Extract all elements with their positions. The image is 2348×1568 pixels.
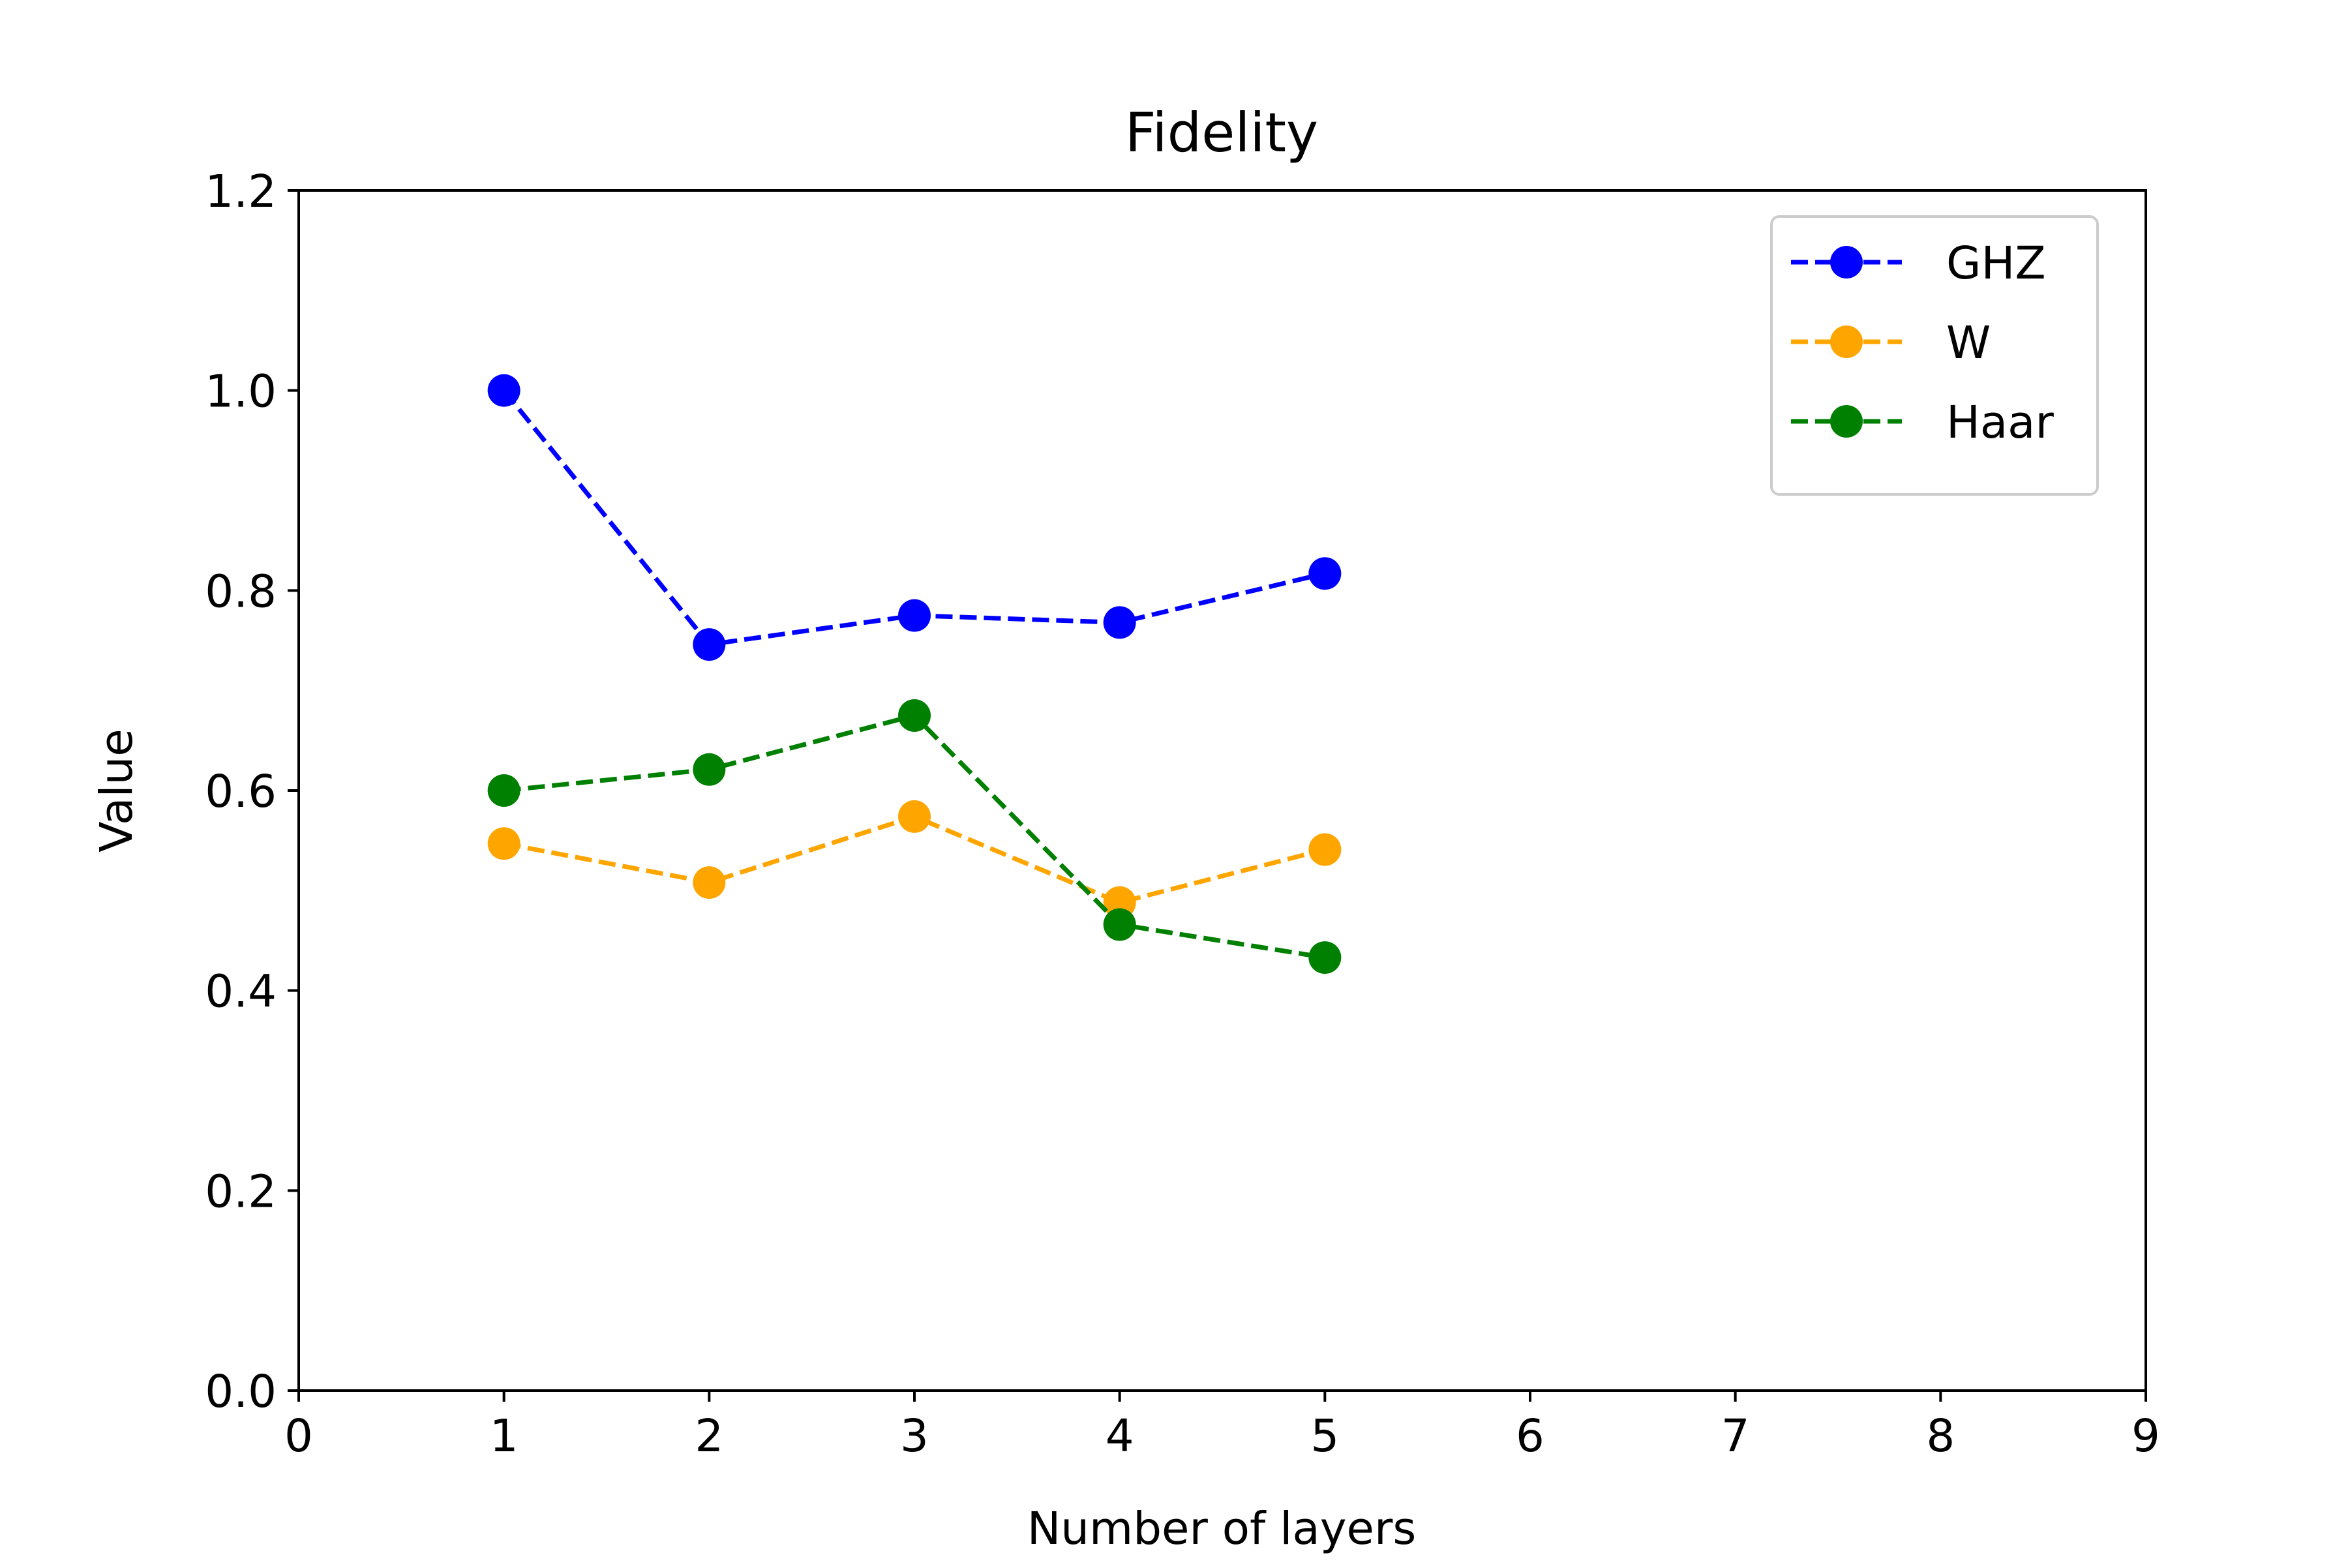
legend-frame <box>1770 215 2099 496</box>
x-tick-label: 7 <box>1721 1410 1750 1462</box>
data-point-ghz <box>693 628 726 661</box>
data-point-w <box>487 827 520 860</box>
data-point-w <box>1308 833 1342 866</box>
legend-marker-ghz <box>1830 246 1863 279</box>
legend-marker-haar <box>1830 405 1863 438</box>
data-point-haar <box>693 753 726 786</box>
data-point-ghz <box>1103 606 1136 639</box>
y-tick-label: 0.8 <box>205 565 277 618</box>
x-tick-label: 6 <box>1516 1410 1544 1462</box>
chart-title: Fidelity <box>1125 101 1318 164</box>
x-tick-label: 1 <box>490 1410 519 1462</box>
plot-area: 0 1 2 3 4 5 6 7 8 9 0.0 0.2 0.4 0.6 0.8 1.0 1.2 <box>205 166 2160 1462</box>
legend-label-w: W <box>1946 317 1991 369</box>
y-tick-label: 1.2 <box>205 166 277 218</box>
y-tick-label: 0.6 <box>205 766 277 818</box>
data-point-haar <box>1308 941 1342 974</box>
data-point-haar <box>1103 908 1136 941</box>
y-axis-label: Value <box>91 729 143 852</box>
x-tick-label: 3 <box>900 1410 929 1462</box>
legend-label-ghz: GHZ <box>1946 237 2046 290</box>
data-point-w <box>898 800 931 833</box>
x-tick-label: 9 <box>2131 1410 2160 1462</box>
y-tick-label: 0.2 <box>205 1166 277 1218</box>
y-tick-label: 0.0 <box>205 1366 277 1418</box>
x-tick-label: 2 <box>695 1410 723 1462</box>
x-tick-label: 0 <box>284 1410 313 1462</box>
legend-label-haar: Haar <box>1946 397 2054 449</box>
series-line-haar <box>504 713 1325 960</box>
x-tick-label: 8 <box>1926 1410 1955 1462</box>
x-axis-label: Number of layers <box>1027 1503 1417 1555</box>
legend: GHZ W Haar <box>1770 215 2099 496</box>
data-point-ghz <box>487 374 520 407</box>
data-point-ghz <box>1308 557 1342 590</box>
legend-marker-w <box>1830 325 1863 358</box>
data-point-ghz <box>898 599 931 632</box>
x-tick-label: 5 <box>1310 1410 1339 1462</box>
data-point-haar <box>487 774 520 807</box>
y-tick-label: 1.0 <box>205 366 277 418</box>
data-point-haar <box>898 699 931 732</box>
x-tick-label: 4 <box>1106 1410 1134 1462</box>
y-tick-label: 0.4 <box>205 966 277 1018</box>
data-point-w <box>693 866 726 899</box>
